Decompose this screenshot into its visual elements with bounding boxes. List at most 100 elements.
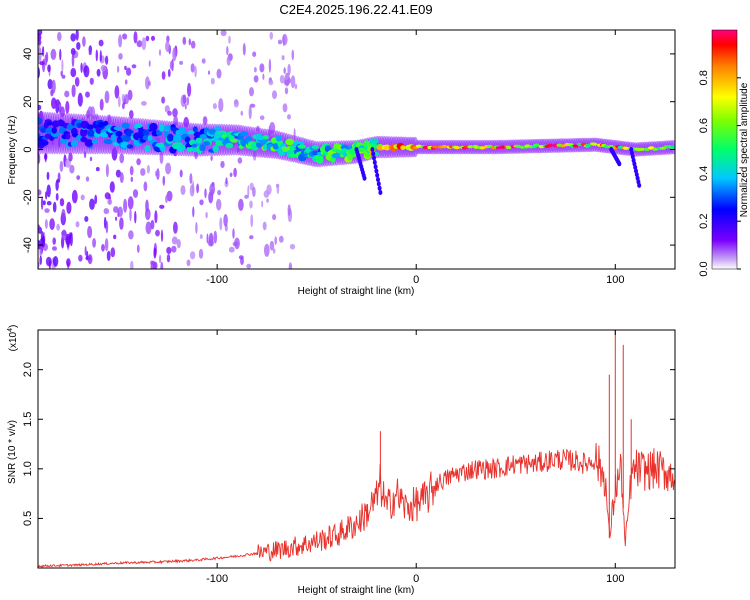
heatmap-ridge-cell xyxy=(591,142,598,146)
heatmap-ridge-cell xyxy=(622,146,629,150)
heatmap-speckle xyxy=(283,67,286,74)
heatmap-speckle xyxy=(229,172,233,177)
heatmap-speckle xyxy=(95,167,100,172)
heatmap-speckle xyxy=(76,42,81,50)
heatmap-speckle xyxy=(124,94,129,105)
heatmap-speckle xyxy=(47,64,51,73)
heatmap-speckle xyxy=(180,185,186,196)
heatmap-ridge-cell xyxy=(203,140,211,146)
heatmap-speckle xyxy=(96,68,101,77)
heatmap-speckle xyxy=(118,53,123,60)
heatmap-ridge-cell xyxy=(262,135,269,140)
heatmap-speckle xyxy=(70,67,77,78)
heatmap-speckle xyxy=(262,73,265,80)
heatmap-speckle xyxy=(56,223,60,231)
heatmap-speckle xyxy=(207,70,211,75)
heatmap-speckle xyxy=(114,85,120,99)
heatmap-speckle xyxy=(228,35,231,44)
heatmap-speckle xyxy=(269,240,275,251)
heatmap-ridge-cell xyxy=(639,147,645,151)
heatmap-speckle xyxy=(237,157,243,164)
heatmap-speckle xyxy=(61,229,67,241)
spectrogram-panel: -100 0 100 -40 -20 0 20 40 Height of straight l… xyxy=(7,29,676,297)
heatmap-speckle xyxy=(161,96,166,104)
heatmap-speckle xyxy=(217,189,222,196)
heatmap-speckle xyxy=(52,201,57,213)
heatmap-speckle xyxy=(70,33,76,42)
heatmap-speckle xyxy=(110,247,116,258)
heatmap-speckle xyxy=(117,206,124,218)
heatmap-ridge-cell xyxy=(110,134,117,142)
heatmap-speckle xyxy=(160,229,164,242)
heatmap-speckle xyxy=(51,97,57,110)
heatmap-speckle xyxy=(283,79,290,86)
heatmap-speckle xyxy=(68,152,73,162)
heatmap-speckle xyxy=(186,259,191,267)
heatmap-ridge-cell xyxy=(297,144,307,149)
heatmap-tail xyxy=(362,175,367,181)
snr-trace xyxy=(38,442,675,568)
heatmap-speckle xyxy=(244,194,249,199)
heatmap-speckle xyxy=(287,204,291,217)
heatmap-speckle xyxy=(61,208,66,223)
heatmap-speckle xyxy=(284,87,289,95)
colorbar: 0.0 0.2 0.4 0.6 0.8 Normalized spectral ampl… xyxy=(698,29,750,277)
heatmap-speckle xyxy=(39,61,45,66)
spectrogram-heatmap xyxy=(38,30,675,269)
heatmap-speckle xyxy=(99,50,102,63)
heatmap-speckle xyxy=(57,31,62,42)
heatmap-tail xyxy=(377,185,382,191)
heatmap-ridge-cell xyxy=(206,137,215,142)
y-tick-label: 0 xyxy=(22,146,34,152)
heatmap-speckle xyxy=(156,168,160,180)
heatmap-speckle xyxy=(242,43,246,56)
heatmap-ridge-cell xyxy=(505,145,512,150)
heatmap-speckle xyxy=(151,35,155,41)
heatmap-speckle xyxy=(274,236,278,245)
heatmap-speckle xyxy=(289,243,296,250)
heatmap-speckle xyxy=(261,200,264,208)
heatmap-speckle xyxy=(42,46,45,57)
heatmap-speckle xyxy=(69,164,75,174)
heatmap-speckle xyxy=(228,246,235,253)
heatmap-speckle xyxy=(94,194,98,205)
heatmap-speckle xyxy=(99,98,104,111)
heatmap-speckle xyxy=(269,31,274,40)
heatmap-speckle xyxy=(123,198,128,213)
heatmap-speckle xyxy=(71,189,78,204)
heatmap-speckle xyxy=(220,160,225,169)
heatmap-ridge-cell xyxy=(256,141,262,148)
y-tick-label: 1.5 xyxy=(22,412,34,427)
heatmap-speckle xyxy=(50,48,57,61)
heatmap-speckle xyxy=(226,56,231,66)
heatmap-speckle xyxy=(219,217,223,231)
heatmap-speckle xyxy=(129,165,134,176)
heatmap-tail xyxy=(378,190,383,195)
heatmap-speckle xyxy=(146,164,150,174)
heatmap-speckle xyxy=(196,183,200,194)
x-tick-label: 100 xyxy=(606,274,624,286)
heatmap-tail xyxy=(617,161,622,167)
heatmap-speckle xyxy=(95,49,99,62)
heatmap-speckle xyxy=(100,65,107,72)
heatmap-ridge-cell xyxy=(316,154,324,162)
heatmap-speckle xyxy=(133,31,138,44)
heatmap-speckle xyxy=(143,181,148,192)
heatmap-ridge-cell xyxy=(40,128,47,134)
heatmap-speckle xyxy=(105,163,109,178)
x-tick-label: 100 xyxy=(606,573,624,585)
snr-frame xyxy=(37,329,676,569)
heatmap-speckle xyxy=(80,62,83,73)
heatmap-speckle xyxy=(39,255,42,265)
heatmap-speckle xyxy=(85,176,90,182)
heatmap-speckle xyxy=(38,104,42,111)
heatmap-speckle xyxy=(69,232,73,247)
heatmap-speckle xyxy=(104,238,109,252)
heatmap-ridge-cell xyxy=(166,133,174,142)
heatmap-speckle xyxy=(104,90,110,104)
heatmap-speckle xyxy=(213,230,218,244)
heatmap-speckle xyxy=(288,262,293,269)
heatmap-ridge-cell xyxy=(144,145,151,152)
heatmap-speckle xyxy=(233,100,239,108)
heatmap-ridge-cell xyxy=(176,147,184,152)
